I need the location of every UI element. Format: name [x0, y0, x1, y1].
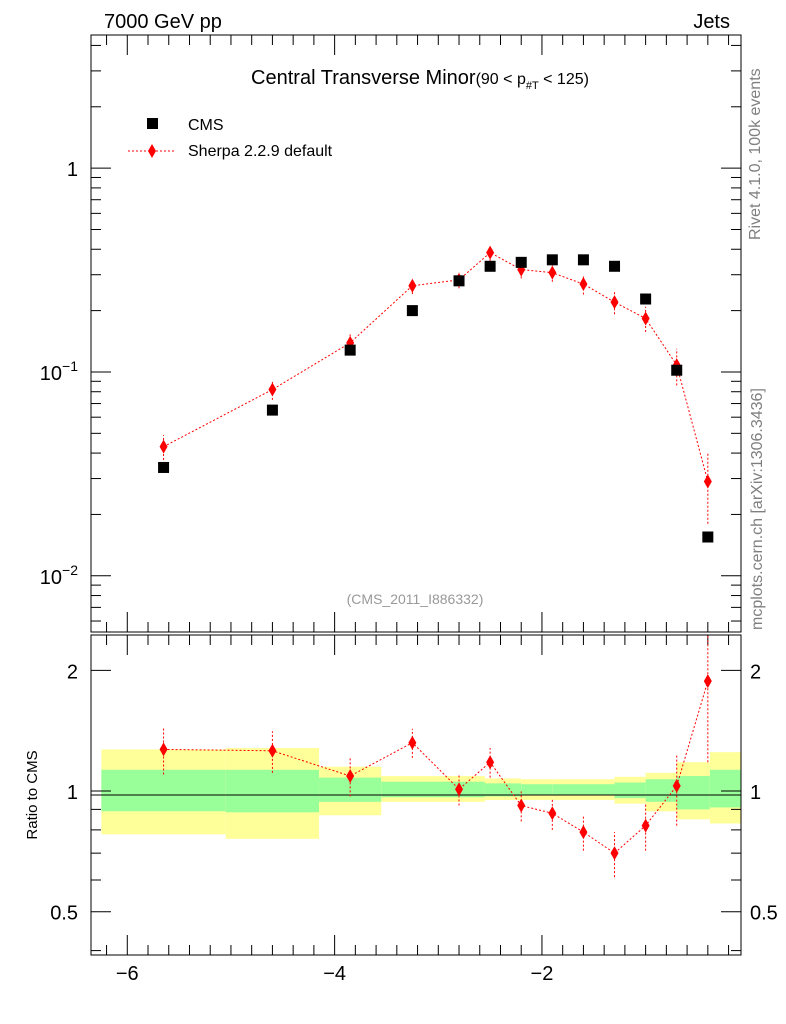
plot-title-subscript: #T — [526, 80, 539, 92]
ratio-band-inner — [645, 779, 677, 802]
sherpa-point — [268, 382, 277, 397]
legend-cms-marker — [147, 118, 158, 129]
ratio-series — [159, 635, 712, 878]
legend: CMS Sherpa 2.2.9 default — [128, 117, 333, 160]
cms-point — [609, 260, 621, 272]
cms-point — [671, 364, 683, 376]
ratio-point — [408, 735, 417, 750]
cms-point — [453, 275, 465, 287]
cms-point — [577, 254, 589, 266]
ratio-point — [455, 782, 464, 797]
cms-point — [546, 254, 558, 266]
ratio-point — [486, 755, 495, 770]
legend-cms-label: CMS — [188, 117, 224, 134]
ratio-y-tick-label-left: 1 — [67, 782, 78, 804]
ratio-band-inner — [225, 769, 320, 813]
ratio-band-inner — [521, 784, 553, 796]
process-label: Jets — [693, 11, 730, 33]
cms-point — [266, 404, 278, 416]
x-axis-tick-labels: −6 −4 −2 — [116, 963, 553, 985]
energy-label: 7000 GeV pp — [104, 11, 222, 33]
ratio-point — [703, 674, 712, 689]
ratio-y-tick-label-left: 0.5 — [50, 903, 78, 925]
ratio-y-tick-label-right: 0.5 — [750, 903, 778, 925]
sherpa-point — [641, 311, 650, 326]
sherpa-point — [548, 265, 557, 280]
x-tick-label: −6 — [116, 963, 139, 985]
x-tick-label: −2 — [531, 963, 554, 985]
ratio-band-inner — [552, 784, 615, 796]
main-frame — [90, 34, 742, 633]
ratio-point — [346, 769, 355, 784]
plot-title-cut: (90 < p — [476, 71, 526, 88]
main-plot-panel: Central Transverse Minor(90 < p#T < 125)… — [40, 34, 742, 633]
ratio-point — [517, 798, 526, 813]
cms-point — [406, 305, 418, 317]
ratio-point — [641, 818, 650, 833]
ratio-y-axis-label: Ratio to CMS — [24, 750, 41, 839]
plot-title-main: Central Transverse Minor — [251, 67, 476, 89]
legend-sherpa-marker — [148, 144, 156, 158]
analysis-watermark: (CMS_2011_I886332) — [347, 591, 484, 607]
main-axes: 1 10−1 10−2 — [40, 35, 741, 632]
source-label: mcplots.cern.ch [arXiv:1306.3436] — [749, 388, 766, 630]
main-y-tick-label: 1 — [67, 159, 78, 181]
ratio-band-inner — [676, 776, 710, 810]
cms-point — [702, 531, 714, 543]
sherpa-point — [408, 278, 417, 293]
sherpa-point — [579, 277, 588, 292]
ratio-point — [268, 743, 277, 758]
x-tick-label: −4 — [323, 963, 346, 985]
ratio-y-tick-label-right: 1 — [750, 782, 761, 804]
plot-title-tail: < 125) — [539, 71, 589, 88]
ratio-point — [159, 742, 168, 757]
cms-point — [344, 344, 356, 356]
ratio-point — [672, 778, 681, 793]
ratio-band-inner — [614, 782, 646, 799]
main-y-tick-label: 10−1 — [40, 358, 78, 385]
ratio-point — [548, 806, 557, 821]
ratio-point — [610, 846, 619, 861]
legend-sherpa-label: Sherpa 2.2.9 default — [188, 143, 333, 160]
cms-point — [158, 461, 170, 473]
rivet-version-label: Rivet 4.1.0, 100k events — [747, 68, 764, 240]
ratio-band-inner — [484, 783, 522, 797]
ratio-plot-panel: 2 2 1 1 0.5 0.5 Ratio to CMS — [24, 634, 778, 956]
cms-point — [515, 256, 527, 268]
ratio-band-inner — [709, 769, 741, 808]
ratio-frame — [90, 634, 742, 956]
sherpa-line — [163, 252, 709, 482]
sherpa-point — [703, 474, 712, 489]
sherpa-point — [486, 245, 495, 260]
ratio-band-inner — [101, 769, 226, 812]
ratio-axes: 2 2 1 1 0.5 0.5 — [50, 635, 778, 955]
ratio-y-tick-label-left: 2 — [67, 661, 78, 683]
plot-title: Central Transverse Minor(90 < p#T < 125) — [251, 67, 589, 92]
cms-point — [484, 260, 496, 272]
sherpa-point — [610, 295, 619, 310]
sherpa-point — [159, 439, 168, 454]
main-y-tick-label: 10−2 — [40, 562, 78, 589]
ratio-y-tick-label-right: 2 — [750, 661, 761, 683]
main-series — [158, 245, 714, 543]
ratio-point — [579, 825, 588, 840]
cms-point — [640, 293, 652, 305]
